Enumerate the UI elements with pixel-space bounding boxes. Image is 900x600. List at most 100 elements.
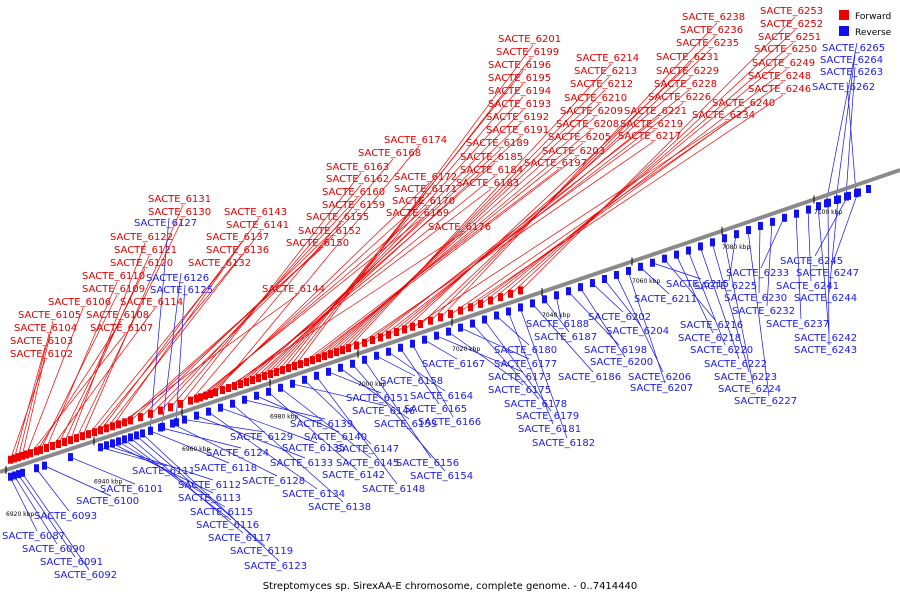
forward-gene	[213, 388, 218, 397]
reverse-connector	[651, 262, 702, 280]
reverse-gene-label: SACTE_6177	[494, 359, 557, 370]
forward-connector	[111, 217, 260, 428]
reverse-gene-label: SACTE_6241	[776, 281, 839, 292]
forward-gene-label: SACTE_6252	[760, 19, 823, 30]
reverse-connector	[828, 199, 839, 294]
forward-connector	[214, 145, 420, 394]
reverse-gene	[134, 431, 139, 440]
forward-gene-label: SACTE_6219	[620, 119, 683, 130]
reverse-gene-label: SACTE_6092	[54, 570, 117, 581]
forward-gene	[244, 378, 249, 387]
forward-connector	[419, 48, 712, 326]
reverse-gene	[218, 403, 223, 412]
axis-tick-label: 7000 kbp	[358, 381, 386, 388]
reverse-connector	[795, 213, 802, 320]
forward-connector	[179, 172, 362, 406]
reverse-gene-label: SACTE_6237	[766, 319, 829, 330]
forward-gene-label: SACTE_6168	[358, 148, 421, 159]
forward-gene	[128, 416, 133, 425]
reverse-gene-label: SACTE_6138	[308, 502, 371, 513]
reverse-gene	[826, 198, 831, 207]
forward-gene	[220, 386, 225, 395]
reverse-gene-label: SACTE_6139	[290, 419, 353, 430]
reverse-gene-label: SACTE_6215	[666, 279, 729, 290]
reverse-connector	[171, 423, 278, 477]
reverse-connector	[69, 456, 136, 485]
reverse-gene	[148, 426, 153, 435]
reverse-gene	[116, 437, 121, 446]
axis-tick-label: 7020 kbp	[452, 346, 480, 353]
forward-gene-label: SACTE_6195	[488, 73, 551, 84]
reverse-gene	[68, 453, 73, 462]
forward-gene	[122, 418, 127, 427]
forward-gene	[468, 303, 473, 312]
forward-gene	[250, 376, 255, 385]
forward-gene	[518, 286, 523, 295]
forward-gene	[62, 438, 67, 447]
forward-connector	[257, 122, 522, 380]
forward-connector	[227, 188, 492, 390]
forward-connector	[429, 35, 716, 322]
reverse-gene	[302, 375, 307, 384]
reverse-gene	[856, 188, 861, 197]
reverse-gene-label: SACTE_6200	[590, 357, 653, 368]
forward-gene	[44, 443, 49, 452]
forward-gene-label: SACTE_6214	[576, 53, 639, 64]
reverse-connector	[175, 284, 186, 423]
reverse-gene	[290, 379, 295, 388]
reverse-gene-label: SACTE_6158	[380, 376, 443, 387]
forward-connector	[459, 94, 784, 312]
forward-connector	[29, 333, 126, 455]
gene-connector-lines	[9, 16, 859, 571]
forward-gene	[116, 420, 121, 429]
reverse-gene-label: SACTE_6113	[178, 493, 241, 504]
reverse-connector	[723, 238, 754, 385]
reverse-gene-label: SACTE_6245	[780, 256, 843, 267]
reverse-gene-label: SACTE_6220	[690, 345, 753, 356]
reverse-gene	[12, 471, 17, 480]
reverse-gene	[326, 367, 331, 376]
reverse-gene	[662, 254, 667, 263]
reverse-gene-label: SACTE_6198	[584, 345, 647, 356]
axis-tick-label: 7040 kbp	[542, 312, 570, 319]
reverse-connector	[827, 202, 830, 346]
reverse-gene	[98, 443, 103, 452]
reverse-gene-label: SACTE_6207	[630, 383, 693, 394]
reverse-gene-label: SACTE_6242	[794, 333, 857, 344]
forward-gene-label: SACTE_6248	[748, 71, 811, 82]
forward-gene	[232, 382, 237, 391]
reverse-connector	[728, 234, 737, 282]
reverse-gene-label: SACTE_6262	[812, 82, 875, 93]
reverse-gene	[254, 391, 259, 400]
reverse-gene-label: SACTE_6179	[516, 411, 579, 422]
reverse-gene	[782, 213, 787, 222]
reverse-gene	[194, 411, 199, 420]
forward-gene-label: SACTE_6137	[206, 232, 269, 243]
reverse-gene-label: SACTE_6247	[796, 268, 859, 279]
legend-reverse-label: Reverse	[855, 28, 892, 38]
forward-connector	[395, 76, 692, 334]
forward-gene	[410, 322, 415, 331]
reverse-gene	[170, 419, 175, 428]
reverse-connector	[207, 411, 318, 490]
reverse-connector	[758, 225, 761, 294]
forward-connector	[489, 54, 790, 302]
forward-connector	[329, 103, 600, 356]
reverse-gene	[506, 307, 511, 316]
reverse-gene-label: SACTE_6093	[34, 511, 97, 522]
reverse-gene	[846, 191, 851, 200]
forward-gene-label: SACTE_6194	[488, 86, 551, 97]
reverse-connector	[129, 437, 244, 534]
forward-gene	[438, 313, 443, 322]
forward-gene	[498, 293, 503, 302]
reverse-gene-label: SACTE_6133	[270, 458, 333, 469]
forward-gene-label: SACTE_6221	[624, 106, 687, 117]
axis-tick-label: 7100 kbp	[814, 209, 842, 216]
forward-gene-label: SACTE_6231	[656, 52, 719, 63]
forward-connector	[293, 44, 534, 368]
forward-connector	[263, 109, 524, 378]
forward-gene-label: SACTE_6234	[692, 110, 755, 121]
reverse-gene-label: SACTE_6127	[134, 218, 197, 229]
reverse-connector	[507, 311, 554, 425]
forward-gene-label: SACTE_6172	[394, 172, 457, 183]
